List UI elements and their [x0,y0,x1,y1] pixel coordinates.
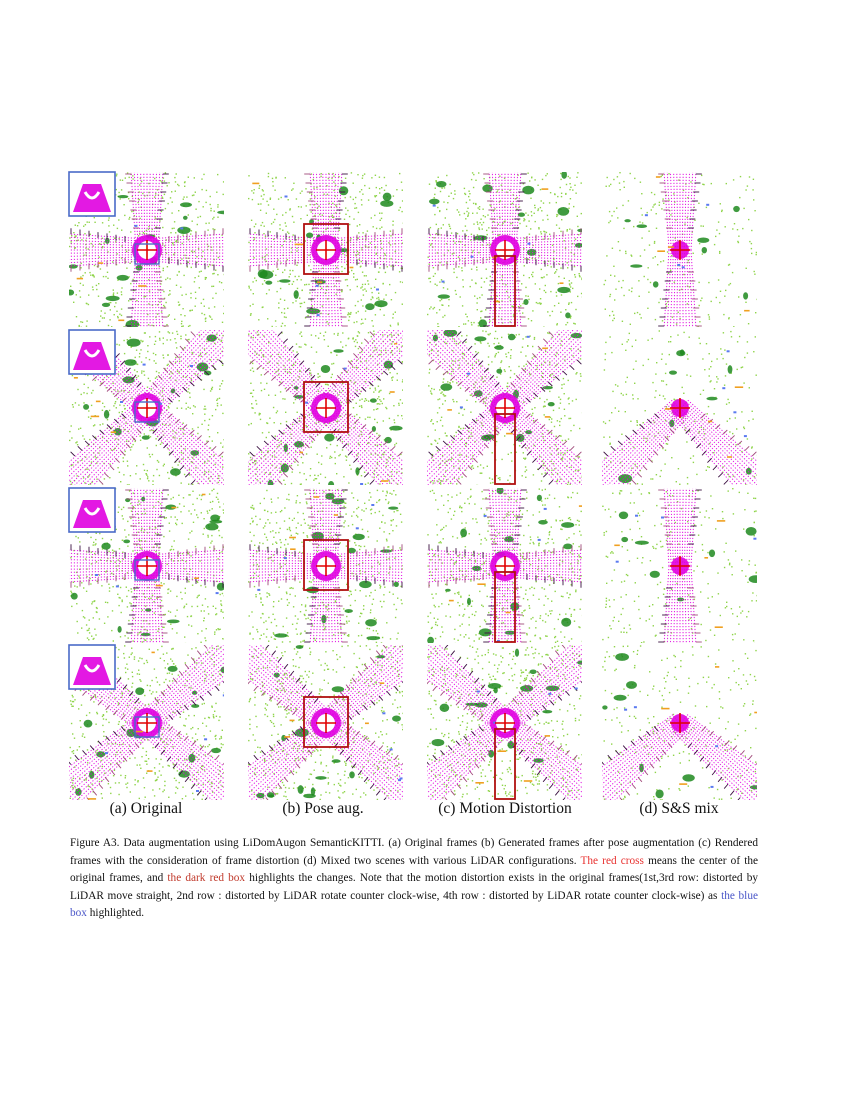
dark-red-box [303,539,349,591]
panel-r2-ss-mix [602,330,757,485]
panel-r3-pose-aug [248,488,403,643]
column-label-pose-aug: (b) Pose aug. [282,800,364,817]
dark-red-box [303,223,349,275]
caption-red-cross: The red cross [580,854,644,867]
blue-inset-box [68,487,116,533]
column-label-motion-distortion: (c) Motion Distortion [438,800,572,817]
blue-highlight-box [134,716,160,738]
column-label-ss-mix: (d) S&S mix [639,800,719,817]
blue-inset-box [68,171,116,217]
caption-text-2: means the center of the original frames,… [70,854,759,885]
panel-r2-pose-aug [248,330,403,485]
panel-r1-motion-distortion [427,172,582,327]
dark-red-box [494,413,516,485]
dark-red-box [494,728,516,800]
caption-text-1: Figure A3. Data augmentation using LiDom… [70,837,758,867]
figure-caption: Figure A3. Data augmentation using LiDom… [70,835,758,923]
panel-r4-original [68,644,224,800]
panel-r2-original [68,329,224,485]
dark-red-box [303,696,349,748]
blue-highlight-box [134,559,160,581]
dark-red-box [494,571,516,643]
blue-inset-box [68,644,116,690]
dark-red-box [494,255,516,327]
panel-r3-original [68,487,224,643]
panel-r1-original [68,171,224,327]
panel-r3-motion-distortion [427,488,582,643]
caption-text-4: highlighted. [86,907,145,920]
panel-r1-ss-mix [603,172,757,327]
caption-text-3: highlights the changes. Note that the mo… [70,872,759,902]
panel-r4-ss-mix [602,645,757,800]
panel-r1-pose-aug [248,172,403,327]
panel-r2-motion-distortion [427,330,582,485]
caption-blue-box: the blue box [70,889,758,920]
column-label-original: (a) Original [109,800,183,817]
panel-r4-pose-aug [248,645,403,800]
blue-highlight-box [134,243,160,265]
panel-r4-motion-distortion [427,645,582,800]
panel-r3-ss-mix [602,488,757,643]
blue-highlight-box [134,401,160,423]
figure-grid [68,171,757,800]
blue-inset-box [68,329,116,375]
caption-dark-red-box: the dark red box [167,872,246,885]
dark-red-box [303,381,349,433]
